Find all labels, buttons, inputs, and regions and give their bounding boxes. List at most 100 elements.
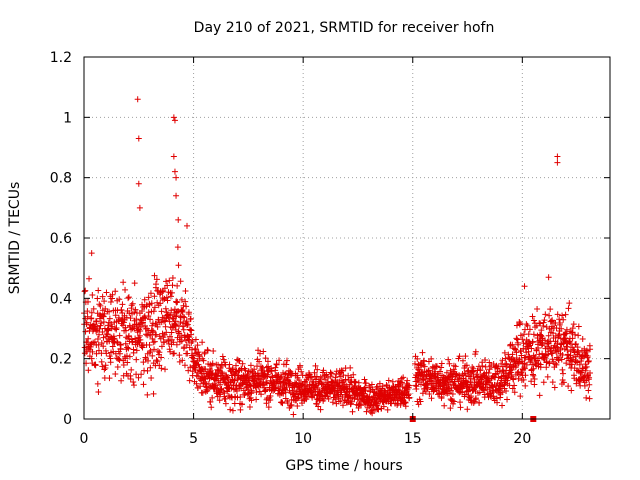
data-point xyxy=(358,402,365,409)
data-point xyxy=(549,379,556,386)
data-point xyxy=(553,343,560,350)
data-point xyxy=(263,379,270,386)
data-point xyxy=(521,365,528,372)
data-point xyxy=(227,406,234,413)
data-point xyxy=(151,304,158,311)
data-point xyxy=(554,340,561,347)
data-point xyxy=(559,366,566,373)
data-point xyxy=(449,390,456,397)
data-point xyxy=(565,383,572,390)
data-point xyxy=(264,371,271,378)
data-point-outlier xyxy=(173,192,180,199)
data-point xyxy=(199,339,206,346)
data-point xyxy=(522,372,529,379)
data-point xyxy=(173,299,180,306)
data-point xyxy=(118,307,125,314)
data-point xyxy=(179,357,186,364)
data-point xyxy=(133,316,140,323)
data-point xyxy=(457,404,464,411)
data-point xyxy=(158,365,165,372)
data-point xyxy=(206,385,213,392)
data-point xyxy=(248,387,255,394)
data-point xyxy=(320,367,327,374)
data-point xyxy=(185,367,192,374)
data-point xyxy=(192,345,199,352)
data-point xyxy=(174,282,181,289)
data-point xyxy=(245,386,252,393)
data-point xyxy=(164,282,171,289)
data-point xyxy=(122,340,129,347)
data-point-outlier xyxy=(135,180,142,187)
data-point xyxy=(135,374,142,381)
data-points xyxy=(81,96,594,422)
data-point xyxy=(95,341,102,348)
data-point xyxy=(124,344,131,351)
data-point-outlier xyxy=(175,216,182,223)
data-point xyxy=(150,390,157,397)
data-point xyxy=(586,374,593,381)
data-point xyxy=(188,327,195,334)
data-point xyxy=(93,328,100,335)
data-point xyxy=(161,318,168,325)
data-point xyxy=(356,401,363,408)
data-point xyxy=(385,377,392,384)
data-point xyxy=(101,366,108,373)
data-point xyxy=(325,395,332,402)
data-point xyxy=(125,332,132,339)
data-point xyxy=(425,367,432,374)
data-point xyxy=(267,377,274,384)
data-point xyxy=(208,404,215,411)
data-point xyxy=(107,298,114,305)
data-point xyxy=(217,391,224,398)
data-point xyxy=(537,332,544,339)
data-point xyxy=(314,366,321,373)
data-point xyxy=(144,367,151,374)
data-point xyxy=(166,277,173,284)
data-point xyxy=(517,320,524,327)
data-point xyxy=(187,315,194,322)
data-point xyxy=(397,380,404,387)
data-point xyxy=(142,315,149,322)
x-tick-label: 10 xyxy=(294,431,312,447)
data-point xyxy=(486,359,493,366)
data-point xyxy=(282,389,289,396)
data-point xyxy=(574,344,581,351)
data-point xyxy=(535,344,542,351)
data-point xyxy=(97,302,104,309)
data-point xyxy=(133,356,140,363)
data-point xyxy=(272,385,279,392)
data-point xyxy=(559,312,566,319)
data-point xyxy=(151,272,158,279)
data-point xyxy=(163,329,170,336)
data-point xyxy=(428,355,435,362)
data-point xyxy=(560,370,567,377)
data-point xyxy=(426,390,433,397)
data-point xyxy=(538,342,545,349)
y-tick-label: 0.8 xyxy=(50,171,72,187)
data-point xyxy=(526,326,533,333)
data-point xyxy=(133,347,140,354)
data-point xyxy=(153,357,160,364)
data-point xyxy=(193,380,200,387)
data-point xyxy=(256,358,263,365)
data-point xyxy=(544,373,551,380)
data-point xyxy=(447,405,454,412)
data-point xyxy=(272,364,279,371)
data-point xyxy=(389,378,396,385)
data-point xyxy=(116,357,123,364)
data-point xyxy=(210,347,217,354)
data-point-outlier xyxy=(136,204,143,211)
data-point xyxy=(337,373,344,380)
data-point xyxy=(576,361,583,368)
data-point xyxy=(256,373,263,380)
data-point xyxy=(113,325,120,332)
data-point xyxy=(325,383,332,390)
data-point xyxy=(528,345,535,352)
data-point xyxy=(479,362,486,369)
data-point xyxy=(200,379,207,386)
data-point xyxy=(147,290,154,297)
data-point xyxy=(225,392,232,399)
data-point xyxy=(567,357,574,364)
data-point xyxy=(199,389,206,396)
data-point xyxy=(354,396,361,403)
